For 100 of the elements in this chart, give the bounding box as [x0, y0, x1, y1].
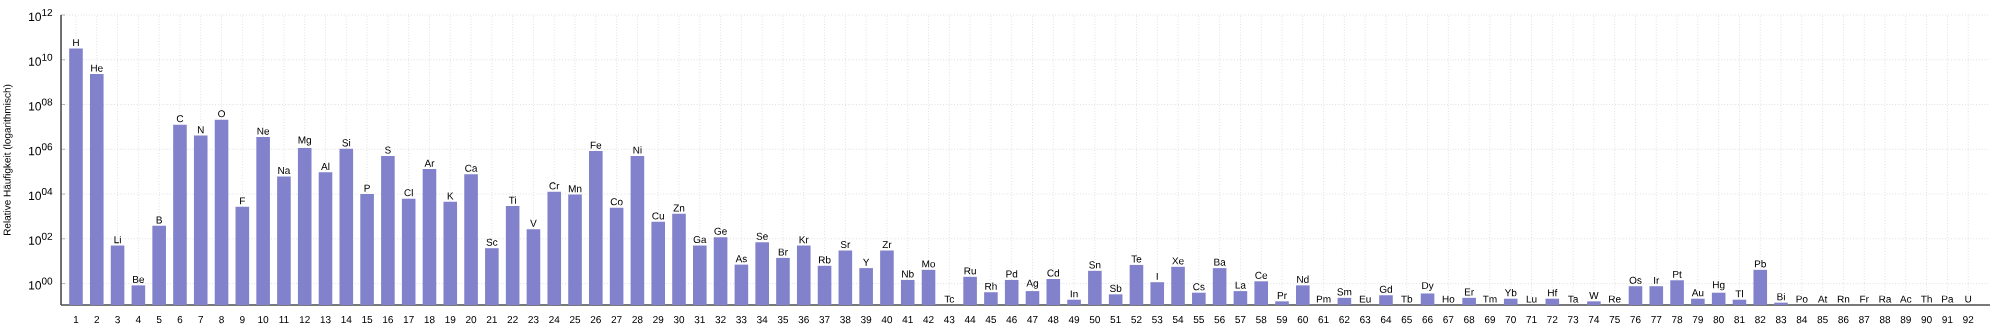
annotation: Kr	[799, 236, 809, 244]
x-tick-label: 62	[1339, 316, 1350, 324]
x-tick-label: 50	[1089, 316, 1101, 324]
x-tick-label: 20	[466, 316, 477, 324]
annotation: Ir	[1654, 276, 1660, 284]
annotation: S	[384, 146, 391, 154]
x-tick-label: 55	[1193, 316, 1204, 324]
annotation: Cl	[404, 188, 413, 197]
annotation: N	[197, 126, 204, 134]
x-tick-label: 43	[943, 316, 955, 324]
x-tick-label: 83	[1775, 316, 1787, 324]
y-tick-label: 10$^{10}$	[29, 53, 53, 66]
x-tick-label: 69	[1484, 316, 1496, 324]
x-tick-label: 26	[590, 316, 601, 324]
annotation: Sr	[840, 241, 851, 249]
annotation: Cd	[1047, 269, 1060, 277]
annotation: Tl	[1735, 290, 1743, 298]
x-tick-label: 16	[383, 316, 393, 324]
annotation: Mn	[568, 185, 582, 193]
x-tick-label: 86	[1838, 316, 1849, 324]
annotation: Au	[1691, 289, 1704, 297]
x-tick-label: 59	[1276, 316, 1288, 324]
x-tick-label: 77	[1651, 316, 1662, 323]
annotation: Co	[610, 198, 623, 206]
x-tick-label: 45	[985, 316, 997, 324]
x-tick-label: 56	[1214, 316, 1225, 324]
annotation: Nd	[1297, 275, 1309, 283]
annotation: Pd	[1006, 270, 1018, 278]
y-tick-label: 10$^{06}$	[29, 143, 53, 156]
annotation: Mg	[298, 136, 312, 146]
x-tick-label: 25	[569, 316, 581, 324]
x-tick-label: 57	[1235, 316, 1246, 324]
x-tick-label: 13	[320, 316, 331, 324]
x-tick-label: 87	[1859, 316, 1870, 324]
x-tick-label: 65	[1401, 316, 1412, 324]
y-tick-label: 10$^{00}$	[29, 277, 53, 290]
annotation: Fe	[590, 141, 602, 149]
x-tick-label: 78	[1672, 316, 1683, 324]
x-tick-label: 4	[135, 316, 141, 323]
annotation: K	[447, 192, 454, 200]
x-tick-label: 27	[611, 316, 622, 324]
x-tick-label: 61	[1318, 316, 1329, 324]
x-tick-label: 9	[240, 316, 245, 324]
x-tick-label: 48	[1047, 316, 1059, 324]
annotation: Na	[278, 167, 291, 175]
annotation: He	[91, 64, 103, 72]
annotation: Tm	[1482, 295, 1497, 303]
x-tick-label: 54	[1172, 316, 1184, 324]
x-tick-label: 33	[736, 316, 747, 324]
x-tick-label: 42	[923, 316, 934, 324]
annotation: Pm	[1316, 295, 1331, 303]
annotation: Cr	[549, 182, 560, 190]
x-tick-label: 18	[424, 316, 435, 324]
annotation: U	[1965, 295, 1972, 303]
annotation: Se	[756, 232, 768, 240]
annotation: Zn	[673, 204, 685, 212]
x-tick-label: 11	[279, 316, 289, 323]
x-tick-label: 36	[798, 316, 809, 324]
annotation: Ni	[633, 146, 642, 154]
x-tick-label: 64	[1380, 316, 1392, 324]
annotation: Ru	[964, 267, 976, 275]
annotation: Dy	[1422, 282, 1434, 292]
x-tick-label: 68	[1464, 316, 1475, 324]
y-tick-label: 10$^{04}$	[29, 187, 53, 201]
x-tick-label: 15	[362, 316, 373, 324]
annotation: Hg	[1713, 281, 1725, 291]
annotation: Tb	[1401, 295, 1413, 303]
x-tick-label: 88	[1879, 316, 1891, 324]
x-tick-label: 80	[1713, 316, 1724, 324]
annotation: Gd	[1379, 285, 1393, 293]
x-tick-label: 47	[1027, 316, 1038, 323]
x-tick-label: 5	[156, 316, 162, 324]
annotation: Tc	[944, 295, 955, 303]
annotation: Ba	[1214, 258, 1226, 266]
x-tick-label: 89	[1900, 316, 1911, 324]
x-tick-label: 10	[258, 316, 269, 324]
annotation: Bi	[1777, 293, 1785, 301]
x-tick-label: 28	[632, 316, 643, 324]
annotation: Fr	[1860, 295, 1869, 303]
annotation: Ge	[714, 227, 727, 235]
x-tick-label: 92	[1963, 316, 1974, 324]
x-tick-label: 22	[507, 316, 518, 324]
x-tick-label: 8	[219, 316, 224, 324]
annotation: Rh	[985, 282, 997, 290]
x-tick-label: 23	[528, 316, 539, 324]
x-tick-label: 67	[1443, 316, 1454, 324]
x-tick-label: 53	[1152, 316, 1163, 324]
x-tick-label: 2	[94, 316, 100, 324]
x-tick-label: 3	[115, 316, 120, 324]
x-tick-label: 12	[299, 316, 310, 324]
annotation: Yb	[1504, 288, 1517, 297]
x-tick-label: 58	[1256, 316, 1267, 324]
x-tick-label: 74	[1588, 316, 1600, 323]
annotation: Sm	[1337, 288, 1352, 296]
annotation: C	[176, 115, 184, 123]
x-tick-label: 71	[1526, 316, 1537, 323]
annotation: In	[1070, 290, 1078, 298]
annotation: Ag	[1026, 279, 1038, 289]
annotation: Sn	[1089, 261, 1101, 269]
x-tick-label: 91	[1942, 316, 1953, 324]
